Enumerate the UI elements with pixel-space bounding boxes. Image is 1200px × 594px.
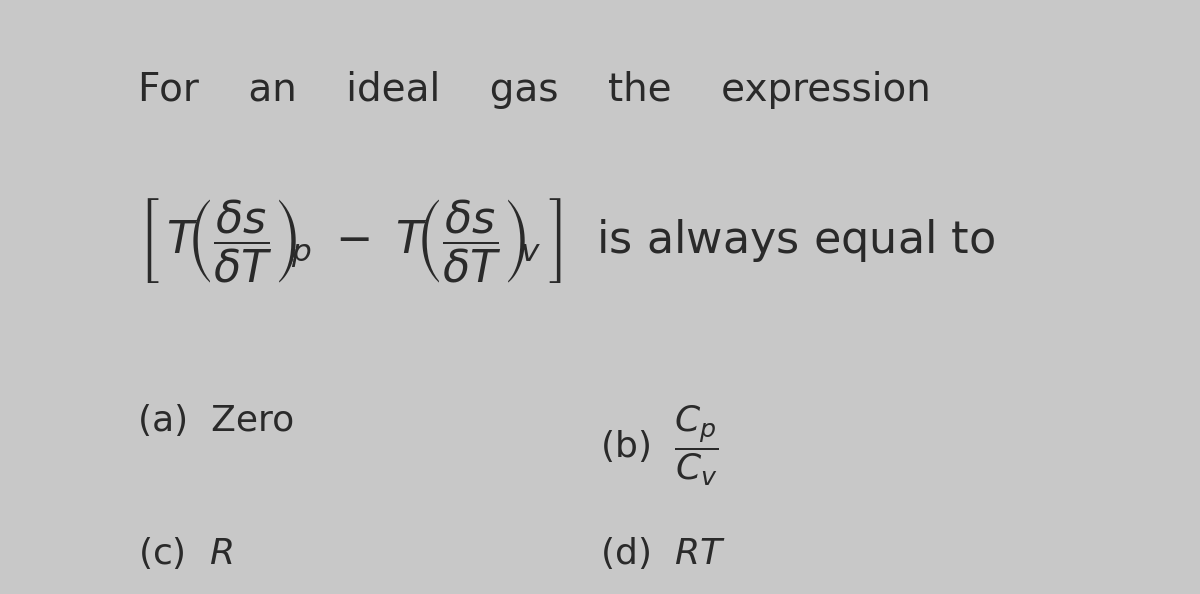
Text: For    an    ideal    gas    the    expression: For an ideal gas the expression — [138, 71, 931, 109]
Text: (a)  Zero: (a) Zero — [138, 404, 294, 438]
Text: $\left[\,T\!\left(\dfrac{\delta s}{\delta T}\right)_{\!\!p}\ -\ T\!\left(\dfrac{: $\left[\,T\!\left(\dfrac{\delta s}{\delt… — [138, 196, 995, 285]
Text: (d)  $RT$: (d) $RT$ — [600, 535, 726, 571]
Text: (b)  $\dfrac{C_p}{C_v}$: (b) $\dfrac{C_p}{C_v}$ — [600, 404, 719, 488]
Text: (c)  $R$: (c) $R$ — [138, 535, 233, 571]
